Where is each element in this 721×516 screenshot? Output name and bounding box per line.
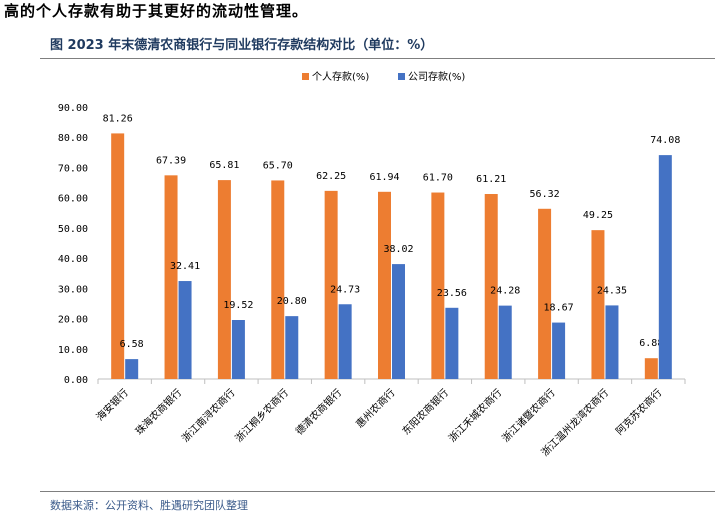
x-category-label: 惠州农商行	[353, 386, 398, 431]
data-label: 38.02	[383, 244, 413, 255]
bar-corporate	[552, 322, 566, 379]
bar-corporate	[605, 305, 619, 379]
x-category-label: 浙江南浔农商行	[179, 386, 238, 445]
y-tick-label: 60.00	[58, 194, 88, 205]
bar-corporate	[445, 307, 459, 379]
bar-corporate	[231, 320, 245, 379]
data-source-note: 数据来源：公开资料、胜遇研究团队整理	[50, 499, 248, 512]
data-label: 20.80	[277, 296, 307, 307]
data-label: 24.73	[330, 284, 360, 295]
bar-corporate	[658, 155, 672, 379]
data-label: 65.70	[263, 160, 293, 171]
x-category-label: 浙江诸暨农商行	[499, 386, 558, 445]
y-tick-label: 70.00	[58, 163, 88, 174]
data-label: 61.70	[423, 173, 453, 184]
legend-label: 个人存款(%)	[312, 70, 369, 83]
data-label: 6.58	[120, 339, 144, 350]
bar-personal	[111, 133, 125, 379]
top-divider	[40, 58, 715, 59]
data-label: 65.81	[209, 160, 239, 171]
y-tick-label: 50.00	[58, 224, 88, 235]
x-category-label: 珠海农商银行	[133, 386, 185, 438]
bar-personal	[271, 180, 285, 379]
x-category-label: 浙江桐乡农商行	[232, 386, 291, 445]
y-tick-label: 0.00	[64, 375, 88, 386]
bar-personal	[324, 190, 338, 379]
data-label: 24.28	[490, 286, 520, 297]
y-tick-label: 10.00	[58, 345, 88, 356]
bar-personal	[484, 194, 498, 379]
legend-swatch	[398, 73, 405, 80]
data-label: 81.26	[103, 113, 133, 124]
data-label: 24.35	[597, 285, 627, 296]
bar-chart: 个人存款(%) 公司存款(%) 0.00 10.00 20.00 30.00 40.00 50…	[58, 70, 686, 459]
bar-personal	[644, 358, 658, 379]
figure-title: 图 2023 年末德清农商银行与同业银行存款结构对比（单位：%）	[50, 38, 434, 53]
data-label: 18.67	[544, 303, 574, 314]
data-label: 62.25	[316, 171, 346, 182]
data-label: 61.94	[369, 172, 399, 183]
bar-corporate	[498, 305, 512, 379]
data-label: 49.25	[583, 210, 613, 221]
x-category-label: 海安银行	[93, 386, 130, 423]
data-label: 56.32	[530, 189, 560, 200]
x-category-label: 阿克苏农商行	[613, 386, 665, 438]
bar-corporate	[125, 359, 139, 379]
data-label: 67.39	[156, 155, 186, 166]
bar-personal	[538, 208, 552, 379]
data-label: 32.41	[170, 261, 200, 272]
data-label: 19.52	[223, 300, 253, 311]
bar-corporate	[338, 304, 352, 379]
y-tick-label: 80.00	[58, 133, 88, 144]
bar-corporate	[392, 264, 405, 379]
legend-swatch	[302, 73, 309, 80]
bar-personal	[164, 175, 178, 379]
legend-label: 公司存款(%)	[408, 70, 465, 83]
x-category-label: 浙江禾城农商行	[446, 386, 505, 445]
bar-personal	[431, 192, 445, 379]
data-label: 61.21	[476, 174, 506, 185]
bottom-divider	[40, 491, 715, 492]
bar-personal	[591, 230, 605, 379]
y-tick-label: 20.00	[58, 315, 88, 326]
data-label: 23.56	[437, 288, 467, 299]
x-category-label: 德清农商银行	[293, 386, 345, 438]
y-tick-label: 40.00	[58, 254, 88, 265]
data-label: 74.08	[650, 135, 680, 146]
intro-text: 高的个人存款有助于其更好的流动性管理。	[4, 2, 309, 20]
bar-corporate	[285, 316, 299, 379]
bar-personal	[378, 191, 391, 379]
y-tick-label: 30.00	[58, 284, 88, 295]
x-category-label: 东阳农商银行	[399, 386, 451, 438]
y-tick-label: 90.00	[58, 103, 88, 114]
bar-personal	[217, 180, 231, 379]
bar-corporate	[178, 281, 192, 379]
data-label: 6.88	[639, 338, 663, 349]
